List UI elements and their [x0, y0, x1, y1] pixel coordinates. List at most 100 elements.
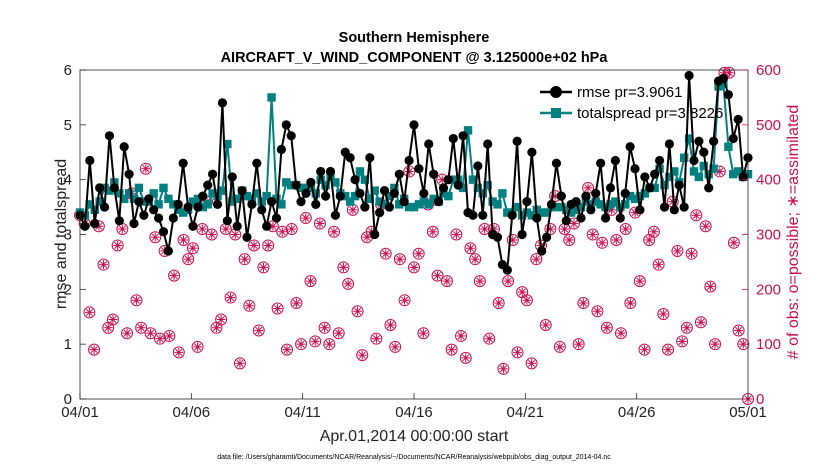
rmse-point: [316, 166, 326, 177]
obs-possible-point: [497, 362, 510, 375]
totalspread-point: [164, 194, 173, 204]
totalspread-point: [522, 208, 532, 217]
totalspread-point: [719, 79, 728, 88]
obs-assimilated-point: [583, 183, 593, 193]
obs-assimilated-point: [338, 262, 348, 272]
obs-assimilated-point: [306, 276, 316, 286]
rmse-point: [188, 221, 198, 231]
totalspread-point: [321, 180, 330, 190]
totalspread-point: [120, 194, 129, 204]
obs-assimilated-point: [640, 345, 650, 355]
obs-possible-point: [440, 275, 453, 288]
obs-assimilated-point: [649, 227, 659, 237]
totalspread-point: [341, 191, 350, 201]
totalspread-point: [439, 189, 448, 198]
totalspread-point: [350, 191, 360, 201]
totalspread-point: [694, 172, 704, 182]
obs-possible-point: [139, 162, 152, 175]
totalspread-point: [409, 202, 419, 212]
totalspread-point: [704, 169, 713, 179]
obs-assimilated-point: [235, 358, 245, 368]
rmse-point: [429, 169, 439, 179]
totalspread-point: [306, 183, 316, 193]
totalspread-point: [566, 208, 576, 217]
totalspread-point: [635, 191, 645, 201]
rmse-point: [350, 175, 360, 185]
obs-assimilated-point: [324, 339, 334, 349]
obs-assimilated-point: [456, 331, 466, 341]
obs-possible-point: [299, 212, 312, 225]
obs-possible-point: [657, 308, 670, 321]
totalspread-point: [419, 197, 429, 206]
totalspread-point: [287, 180, 296, 190]
obs-possible-point: [511, 346, 524, 359]
y-tick-label: 4: [64, 172, 72, 189]
obs-assimilated-point: [117, 224, 127, 234]
obs-assimilated-point: [691, 210, 701, 220]
totalspread-point: [267, 93, 276, 102]
obs-assimilated-point: [193, 342, 203, 352]
obs-assimilated-point: [136, 323, 146, 333]
rmse-point: [139, 210, 149, 220]
totalspread-point: [733, 167, 743, 176]
rmse-point: [85, 155, 95, 166]
y-tick-label: 6: [64, 62, 72, 79]
rmse-point: [153, 213, 164, 223]
rmse-point: [433, 197, 444, 207]
obs-possible-point: [130, 294, 143, 307]
obs-assimilated-point: [169, 271, 179, 281]
obs-possible-point: [238, 253, 251, 266]
obs-possible-point: [135, 321, 148, 334]
x-axis-label: Apr.01,2014 00:00:00 start: [320, 428, 509, 445]
obs-possible-point: [398, 294, 411, 307]
totalspread-point: [684, 134, 694, 143]
totalspread-point: [542, 208, 551, 217]
rmse-point: [389, 188, 399, 198]
obs-possible-point: [243, 299, 256, 312]
y-tick-label: 5: [64, 117, 72, 134]
obs-assimilated-point: [113, 240, 123, 250]
rmse-point: [473, 161, 483, 171]
obs-assimilated-point: [710, 339, 720, 349]
obs-assimilated-point: [230, 230, 240, 239]
totalspread-point: [444, 191, 453, 201]
totalspread-point: [621, 200, 630, 209]
rmse-point: [556, 191, 566, 201]
obs-assimilated-point: [531, 254, 541, 264]
totalspread-point: [203, 200, 212, 209]
totalspread-point: [272, 194, 281, 204]
totalspread-point: [331, 178, 340, 187]
obs-possible-point: [619, 223, 632, 236]
rmse-point: [276, 144, 286, 155]
obs-assimilated-point: [442, 276, 452, 286]
obs-assimilated-point: [663, 345, 673, 355]
obs-assimilated-point: [353, 306, 363, 316]
obs-assimilated-point: [592, 306, 602, 316]
rmse-point: [247, 199, 257, 209]
totalspread-point: [188, 197, 198, 206]
obs-assimilated-point: [465, 243, 475, 253]
obs-assimilated-point: [428, 227, 438, 237]
obs-possible-point: [88, 343, 101, 356]
obs-assimilated-point: [433, 271, 443, 281]
obs-assimilated-point: [484, 334, 494, 344]
y2-tick-label: 0: [756, 391, 764, 408]
totalspread-point: [262, 191, 271, 201]
obs-possible-point: [83, 306, 96, 319]
obs-assimilated-point: [240, 254, 250, 264]
obs-possible-point: [596, 236, 609, 249]
obs-possible-point: [704, 280, 717, 293]
obs-possible-point: [530, 253, 543, 266]
obs-assimilated-point: [131, 295, 141, 305]
obs-possible-point: [727, 236, 740, 249]
obs-possible-point: [177, 233, 190, 246]
obs-assimilated-point: [89, 345, 99, 355]
rmse-point: [124, 169, 134, 179]
rmse-point: [645, 183, 655, 193]
obs-possible-point: [694, 316, 707, 329]
obs-assimilated-point: [705, 282, 715, 292]
rmse-point: [168, 213, 178, 223]
obs-assimilated-point: [273, 304, 283, 314]
obs-assimilated-point: [701, 221, 711, 231]
obs-assimilated-point: [404, 166, 414, 176]
